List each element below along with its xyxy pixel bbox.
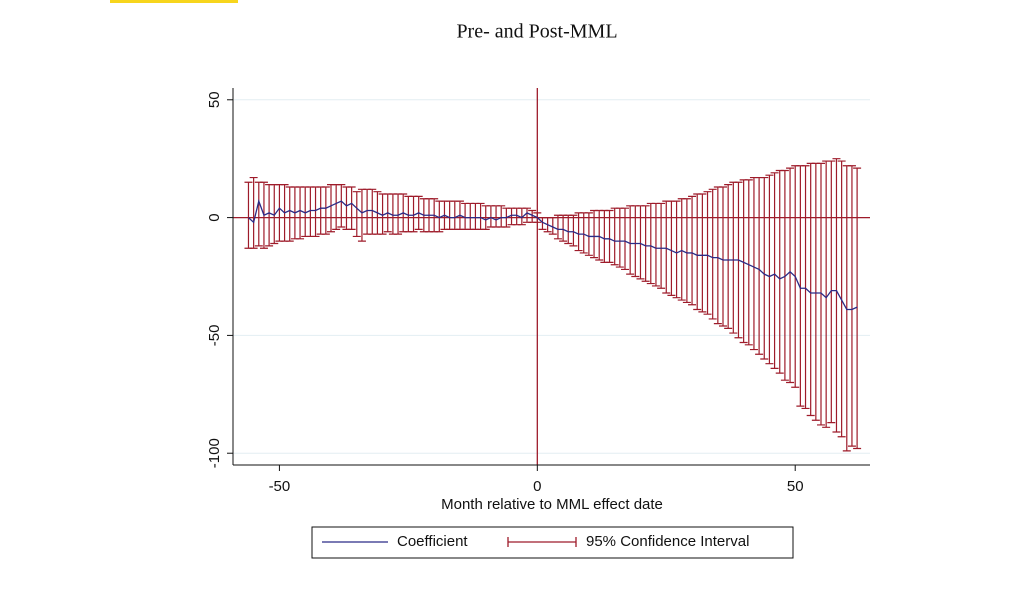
y-tick-label: 0 [206, 213, 223, 221]
error-bar [770, 172, 779, 369]
error-bar [780, 169, 789, 381]
error-bar [584, 212, 593, 256]
legend-swatch [507, 537, 577, 547]
error-bar [553, 214, 562, 240]
error-bar [847, 165, 856, 447]
legend-label: 95% Confidence Interval [586, 533, 749, 550]
error-bar [729, 181, 738, 334]
error-bar [574, 212, 583, 252]
error-bar [688, 195, 697, 306]
error-bar [796, 165, 805, 407]
error-bar [677, 198, 686, 301]
error-bar [832, 158, 841, 433]
error-bar [760, 176, 769, 360]
x-tick-label: 0 [533, 478, 541, 495]
error-bar [636, 205, 645, 280]
error-bar [285, 186, 294, 242]
error-bar [827, 160, 836, 424]
error-bar [672, 200, 681, 299]
error-bar [698, 193, 707, 313]
error-bar [249, 176, 258, 249]
error-bar [357, 188, 366, 242]
error-bar [605, 209, 614, 263]
error-bar [744, 179, 753, 346]
y-tick-label: -100 [206, 438, 223, 468]
error-bar [311, 186, 320, 238]
y-tick-label: -50 [206, 325, 223, 347]
error-bar [651, 202, 660, 287]
error-bar [321, 186, 330, 235]
error-bar [466, 202, 475, 230]
error-bar [492, 205, 501, 228]
error-bar [450, 200, 459, 230]
error-bar [342, 186, 351, 230]
error-bar [347, 186, 356, 230]
error-bar [703, 191, 712, 315]
error-bar [693, 193, 702, 311]
error-bar [337, 184, 346, 228]
error-bar [713, 186, 722, 325]
error-bar [708, 188, 717, 320]
legend-box [311, 526, 794, 559]
error-bar [646, 202, 655, 285]
error-bar [476, 202, 485, 230]
error-bar [641, 205, 650, 282]
error-bar [296, 186, 305, 240]
error-bar [486, 205, 495, 228]
error-bar [853, 167, 862, 450]
error-bar [626, 205, 635, 275]
error-bar [564, 214, 573, 245]
error-bar [801, 165, 810, 410]
error-bar [610, 207, 619, 266]
y-tick-label: 50 [206, 91, 223, 108]
error-bar [682, 198, 691, 304]
error-bar [352, 191, 361, 238]
error-bar [775, 169, 784, 374]
error-bar [724, 184, 733, 329]
error-bar [265, 184, 274, 247]
error-bar [316, 186, 325, 235]
error-bar [765, 174, 774, 365]
error-bar [600, 209, 609, 263]
error-bar [755, 176, 764, 355]
error-bar [471, 202, 480, 230]
chart-title: Pre- and Post-MML [456, 21, 617, 43]
error-bar [667, 200, 676, 296]
error-bar [332, 184, 341, 230]
error-bar [569, 214, 578, 247]
error-bar [559, 214, 568, 242]
highlight-strip [110, 0, 238, 3]
error-bar [631, 205, 640, 278]
error-bar [657, 202, 666, 289]
x-axis-label: Month relative to MML effect date [441, 496, 663, 513]
error-bar [327, 184, 335, 233]
error-bar [579, 212, 588, 254]
error-bar [817, 162, 825, 426]
error-bar [749, 176, 758, 351]
error-bar [786, 167, 795, 384]
error-bar [811, 162, 820, 421]
error-bar [621, 207, 629, 271]
error-bar [244, 181, 253, 249]
error-bar [806, 162, 815, 417]
x-tick-label: 50 [787, 478, 804, 495]
x-tick-label: -50 [269, 478, 291, 495]
error-bar [662, 200, 671, 294]
coefficient-line [248, 198, 858, 311]
error-bar [719, 186, 727, 327]
error-bar [445, 200, 454, 230]
legend-label: Coefficient [397, 533, 468, 550]
error-bar [497, 205, 506, 228]
